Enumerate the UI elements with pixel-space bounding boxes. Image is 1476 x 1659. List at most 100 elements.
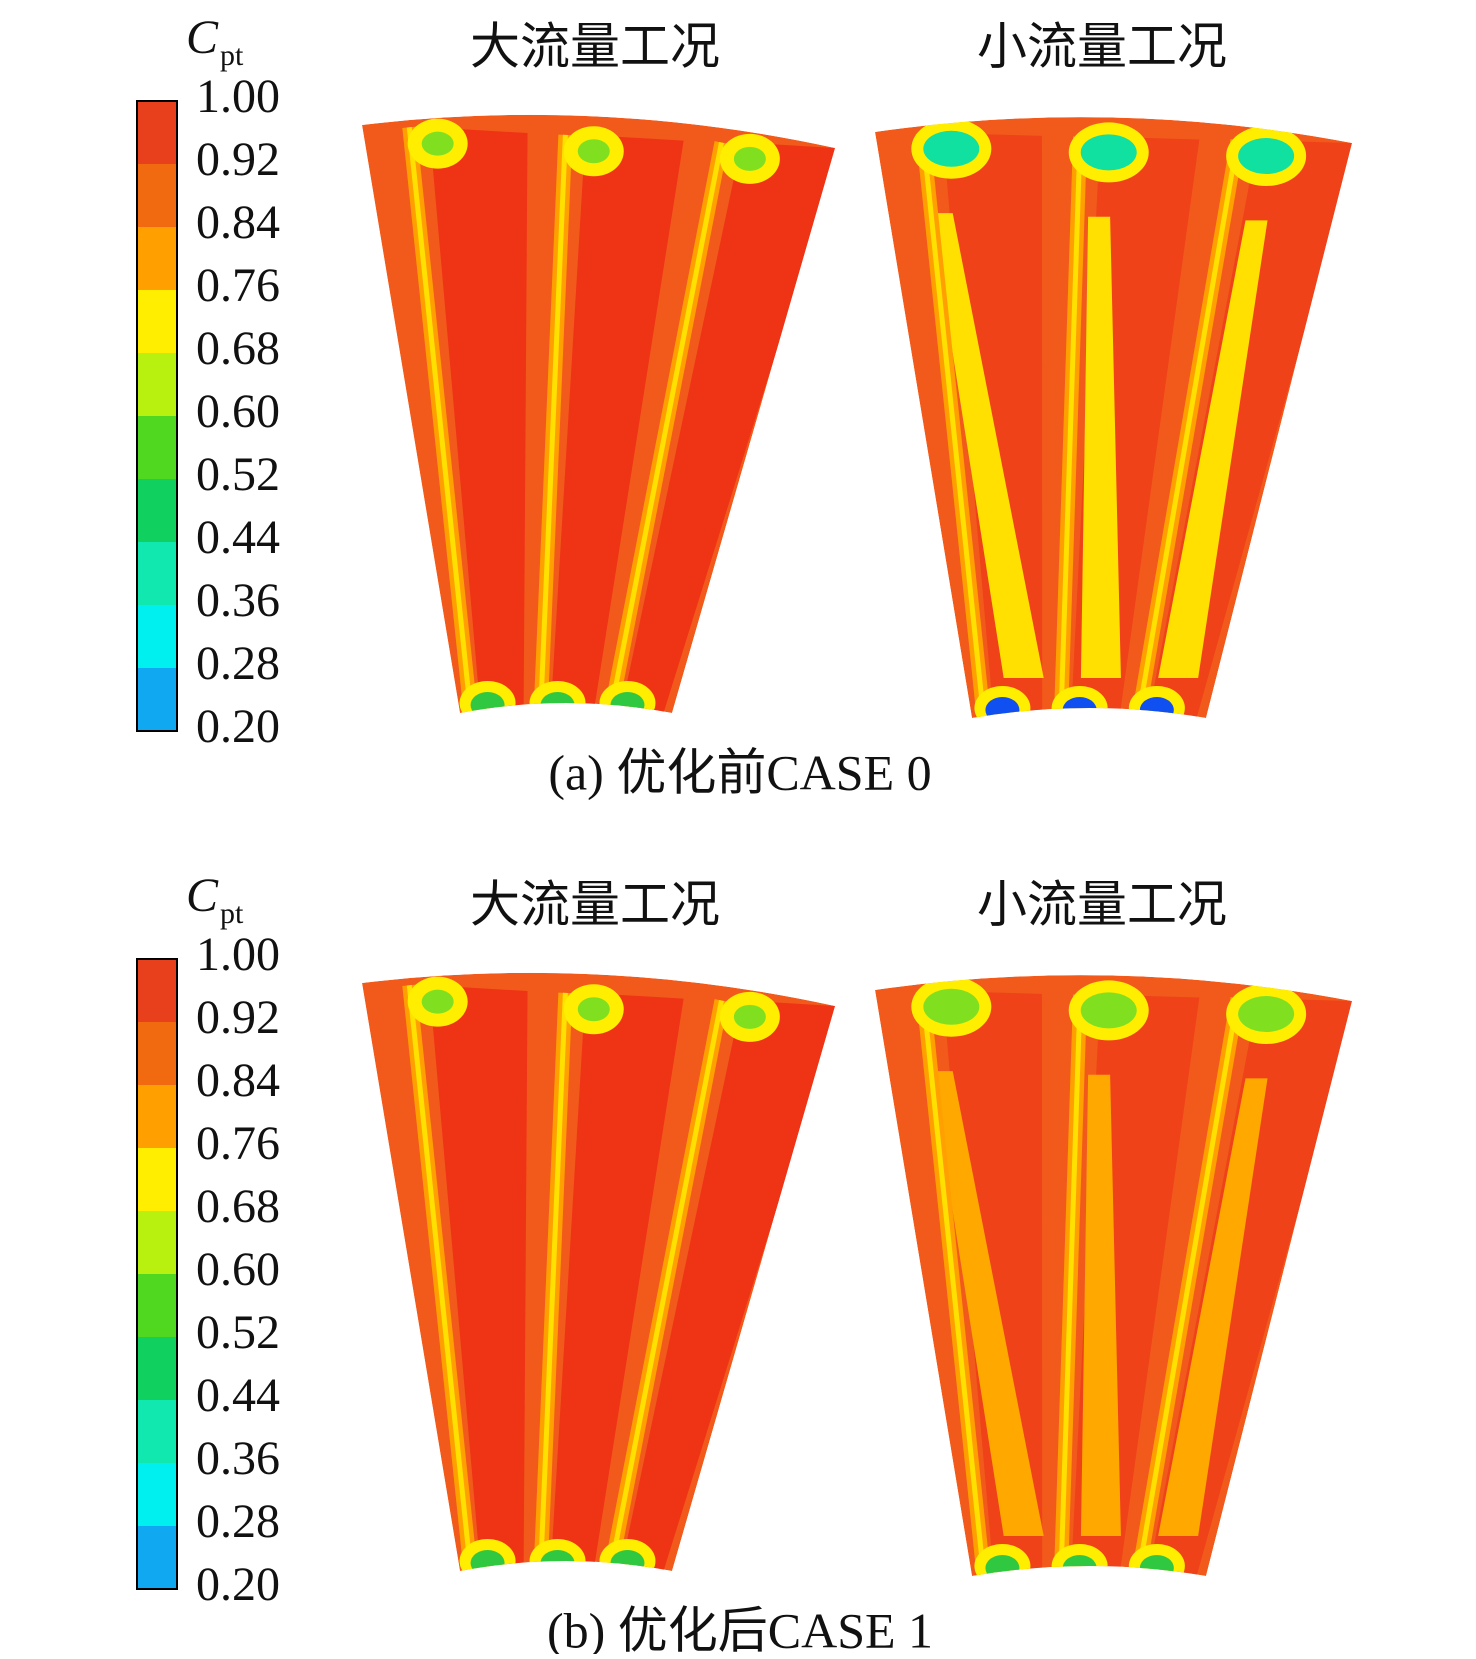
contour-plot <box>875 975 1352 1576</box>
blade-wake-core <box>538 134 568 714</box>
hub-vortex-core <box>470 1550 505 1571</box>
wake <box>1080 1074 1121 1536</box>
tip-vortex-core <box>1238 996 1295 1033</box>
colorbar-band <box>137 605 177 668</box>
subplot-title: 小流量工况 <box>977 18 1227 74</box>
colorbar-band <box>137 959 177 1022</box>
wake <box>1080 216 1121 679</box>
contour-plot <box>362 114 835 714</box>
blade-wake-core <box>538 992 568 1571</box>
blade-wake-core <box>1135 997 1240 1576</box>
colorbar-label: 1.00 <box>196 70 280 123</box>
colorbar-band <box>137 290 177 353</box>
wake <box>930 1071 1044 1536</box>
colorbar-frame <box>136 100 178 732</box>
tip-vortex-core <box>577 997 610 1022</box>
colorbar-band <box>137 668 177 731</box>
subplot-title: 小流量工况 <box>977 876 1227 932</box>
blade-wake-core <box>1058 136 1083 718</box>
hub-vortex-core <box>1062 1555 1097 1576</box>
colorbar-band <box>137 101 177 164</box>
colorbar-label: 0.84 <box>196 1054 280 1107</box>
tip-vortex-core <box>577 139 610 164</box>
blade-wake-core <box>920 132 987 718</box>
colorbar-label: 0.92 <box>196 133 280 186</box>
legend-subscript: pt <box>220 39 244 72</box>
hub-vortex-core <box>985 697 1020 718</box>
colorbar-band <box>137 353 177 416</box>
low-region <box>620 142 835 713</box>
low-region <box>620 1000 835 1571</box>
colorbar-band <box>137 1463 177 1526</box>
tip-vortex-core <box>733 146 766 171</box>
colorbar-band <box>137 479 177 542</box>
colorbar-label: 0.44 <box>196 511 280 564</box>
colorbar-band <box>137 164 177 227</box>
subplot-title: 大流量工况 <box>470 18 720 74</box>
wake <box>1158 220 1268 679</box>
colorbar-band <box>137 1085 177 1148</box>
hub-vortex-core <box>610 692 645 714</box>
colorbar-frame <box>136 958 178 1590</box>
low-region <box>550 134 684 713</box>
colorbar-label: 0.36 <box>196 574 280 627</box>
colorbar-label: 0.60 <box>196 385 280 438</box>
low-region <box>429 985 528 1571</box>
caption: (a) 优化前CASE 0 <box>548 744 931 800</box>
colorbar-label: 0.20 <box>196 1558 280 1611</box>
colorbar-band <box>137 1211 177 1274</box>
blade-wake-core <box>608 1000 724 1571</box>
colorbar-label: 0.76 <box>196 1117 280 1170</box>
tip-vortex-core <box>1080 992 1137 1029</box>
colorbar-label: 1.00 <box>196 928 280 981</box>
blade-wake-core <box>608 142 724 714</box>
colorbar-label: 0.28 <box>196 637 280 690</box>
colorbar-label: 0.68 <box>196 1180 280 1233</box>
colorbar-label: 0.20 <box>196 700 280 753</box>
blade-wake-core <box>406 985 474 1571</box>
blade-wake-core <box>1058 994 1083 1576</box>
colorbar-band <box>137 227 177 290</box>
blade-wake-core <box>1135 139 1240 718</box>
colorbar-band <box>137 1148 177 1211</box>
hub-vortex-core <box>1139 697 1174 718</box>
contour-plot <box>875 117 1352 718</box>
tip-vortex-core <box>923 130 980 167</box>
low-region <box>550 992 684 1571</box>
caption: (b) 优化后CASE 1 <box>547 1602 933 1654</box>
colorbar-label: 0.52 <box>196 448 280 501</box>
colorbar-band <box>137 542 177 605</box>
tip-vortex-core <box>733 1004 766 1029</box>
contour-plot <box>362 972 835 1571</box>
tip-vortex-core <box>1238 138 1295 175</box>
colorbar-label: 0.52 <box>196 1306 280 1359</box>
legend-title: C <box>186 11 219 64</box>
colorbar-band <box>137 1022 177 1085</box>
hub-vortex-core <box>610 1550 645 1571</box>
colorbar-label: 0.28 <box>196 1495 280 1548</box>
colorbar-band <box>137 1526 177 1589</box>
low-region <box>429 127 528 714</box>
hub-vortex-core <box>470 692 505 714</box>
colorbar-band <box>137 1400 177 1463</box>
hub-vortex-core <box>1139 1555 1174 1576</box>
colorbar-label: 0.84 <box>196 196 280 249</box>
tip-vortex-core <box>421 131 454 156</box>
wake <box>930 213 1044 678</box>
wake <box>1158 1078 1268 1536</box>
colorbar-label: 0.60 <box>196 1243 280 1296</box>
tip-vortex-core <box>421 989 454 1014</box>
colorbar-label: 0.36 <box>196 1432 280 1485</box>
colorbar-label: 0.92 <box>196 991 280 1044</box>
hub-vortex-core <box>1062 697 1097 718</box>
legend-title: C <box>186 869 219 922</box>
subplot-title: 大流量工况 <box>470 876 720 932</box>
colorbar-band <box>137 416 177 479</box>
blade-wake-core <box>406 127 474 714</box>
hub-vortex-core <box>985 1555 1020 1576</box>
hub-vortex-core <box>540 692 575 714</box>
colorbar-band <box>137 1337 177 1400</box>
colorbar-label: 0.44 <box>196 1369 280 1422</box>
legend-subscript: pt <box>220 897 244 930</box>
